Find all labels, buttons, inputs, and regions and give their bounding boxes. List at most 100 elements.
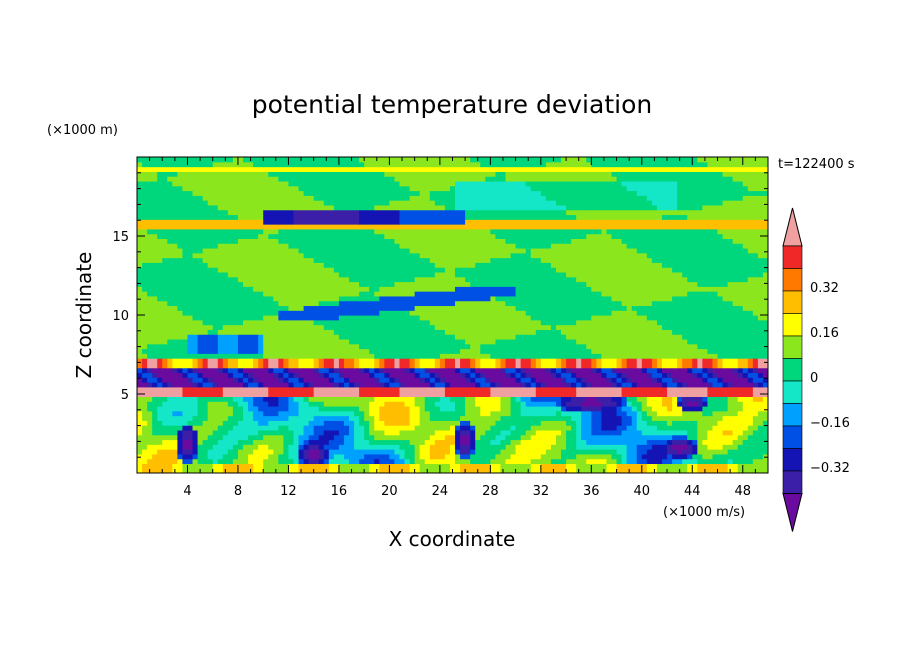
heatmap-cell xyxy=(313,367,320,374)
heatmap-cell xyxy=(258,382,264,388)
heatmap-cell xyxy=(182,252,194,259)
heatmap-cell xyxy=(677,401,683,407)
heatmap-cell xyxy=(561,157,587,163)
heatmap-cell xyxy=(137,180,173,187)
heatmap-cell xyxy=(752,415,768,421)
heatmap-cell xyxy=(298,439,305,445)
heatmap-cell xyxy=(137,425,143,431)
heatmap-cell xyxy=(182,185,300,192)
heatmap-cell xyxy=(727,281,768,287)
heatmap-cell xyxy=(742,405,768,412)
heatmap-cell xyxy=(626,185,678,192)
heatmap-cell xyxy=(182,386,224,393)
heatmap-cell xyxy=(576,358,582,364)
heatmap-cell xyxy=(672,295,724,302)
heatmap-cell xyxy=(591,286,768,292)
heatmap-cell xyxy=(338,334,456,340)
heatmap-cell xyxy=(641,453,668,460)
heatmap-cell xyxy=(429,377,436,383)
heatmap-cell xyxy=(197,338,219,345)
heatmap-cell xyxy=(288,444,300,450)
heatmap-cell xyxy=(566,434,577,441)
heatmap-cell xyxy=(495,434,507,441)
heatmap-cell xyxy=(707,161,768,168)
heatmap-cell xyxy=(303,458,310,465)
heatmap-cell xyxy=(369,372,375,378)
heatmap-cell xyxy=(667,386,709,393)
heatmap-cell xyxy=(616,382,623,388)
heatmap-cell xyxy=(540,319,577,326)
heatmap-cell xyxy=(601,405,618,412)
heatmap-cell xyxy=(293,429,305,436)
heatmap-cell xyxy=(162,257,204,263)
heatmap-cell xyxy=(636,410,643,417)
heatmap-cell xyxy=(217,367,224,374)
heatmap-cell xyxy=(399,444,416,450)
heatmap-cell xyxy=(384,362,396,369)
heatmap-cell xyxy=(303,429,315,436)
heatmap-cell xyxy=(419,444,431,450)
heatmap-cell xyxy=(248,377,254,383)
heatmap-cell xyxy=(631,377,653,383)
heatmap-cell xyxy=(520,382,527,388)
heatmap-cell xyxy=(667,449,678,455)
heatmap-cell xyxy=(449,396,466,402)
x-tick-label: 28 xyxy=(482,484,499,499)
heatmap-cell xyxy=(278,176,396,182)
heatmap-cell xyxy=(561,453,577,460)
heatmap-cell xyxy=(480,161,547,168)
x-unit-label: (×1000 m/s) xyxy=(663,505,745,520)
heatmap-cell xyxy=(162,382,168,388)
heatmap-cell xyxy=(187,372,199,378)
heatmap-cell xyxy=(293,372,300,378)
heatmap-cell xyxy=(303,449,310,455)
heatmap-cell xyxy=(384,382,390,388)
heatmap-cell xyxy=(147,362,158,369)
heatmap-cell xyxy=(707,367,714,374)
heatmap-cell xyxy=(152,410,158,417)
heatmap-cell xyxy=(197,362,204,369)
heatmap-cell xyxy=(631,382,638,388)
heatmap-cell xyxy=(651,377,658,383)
heatmap-cell xyxy=(722,444,739,450)
heatmap-cell xyxy=(586,458,608,465)
heatmap-cell xyxy=(409,405,421,412)
heatmap-cell xyxy=(449,444,456,450)
heatmap-cell xyxy=(222,367,229,374)
heatmap-cell xyxy=(263,410,279,417)
heatmap-cell xyxy=(702,362,714,369)
heatmap-cell xyxy=(167,300,279,307)
heatmap-cell xyxy=(455,180,527,187)
heatmap-cell xyxy=(626,358,638,364)
heatmap-cell xyxy=(323,453,330,460)
heatmap-cell xyxy=(460,358,471,364)
heatmap-cell xyxy=(369,429,385,436)
heatmap-cell xyxy=(379,468,411,473)
heatmap-cell xyxy=(162,439,178,445)
heatmap-cell xyxy=(742,372,749,378)
heatmap-cell xyxy=(253,362,259,369)
heatmap-cell xyxy=(581,420,592,426)
heatmap-cell xyxy=(202,319,244,326)
heatmap-cell xyxy=(636,444,653,450)
heatmap-cell xyxy=(318,444,325,450)
heatmap-cell xyxy=(338,444,355,450)
heatmap-cell xyxy=(606,377,613,383)
heatmap-cell xyxy=(737,362,749,369)
heatmap-cell xyxy=(424,439,436,445)
heatmap-cell xyxy=(515,305,628,311)
heatmap-cell xyxy=(485,372,507,378)
heatmap-cell xyxy=(278,300,320,307)
heatmap-cell xyxy=(626,444,638,450)
heatmap-cell xyxy=(510,453,542,460)
heatmap-cell xyxy=(672,420,698,426)
heatmap-cell xyxy=(566,439,577,445)
heatmap-cell xyxy=(217,343,239,350)
heatmap-cell xyxy=(404,458,411,465)
heatmap-cell xyxy=(601,362,618,369)
heatmap-field xyxy=(137,157,768,473)
heatmap-cell xyxy=(253,161,365,168)
heatmap-cell xyxy=(197,372,204,378)
heatmap-cell xyxy=(667,439,673,445)
heatmap-cell xyxy=(571,372,577,378)
